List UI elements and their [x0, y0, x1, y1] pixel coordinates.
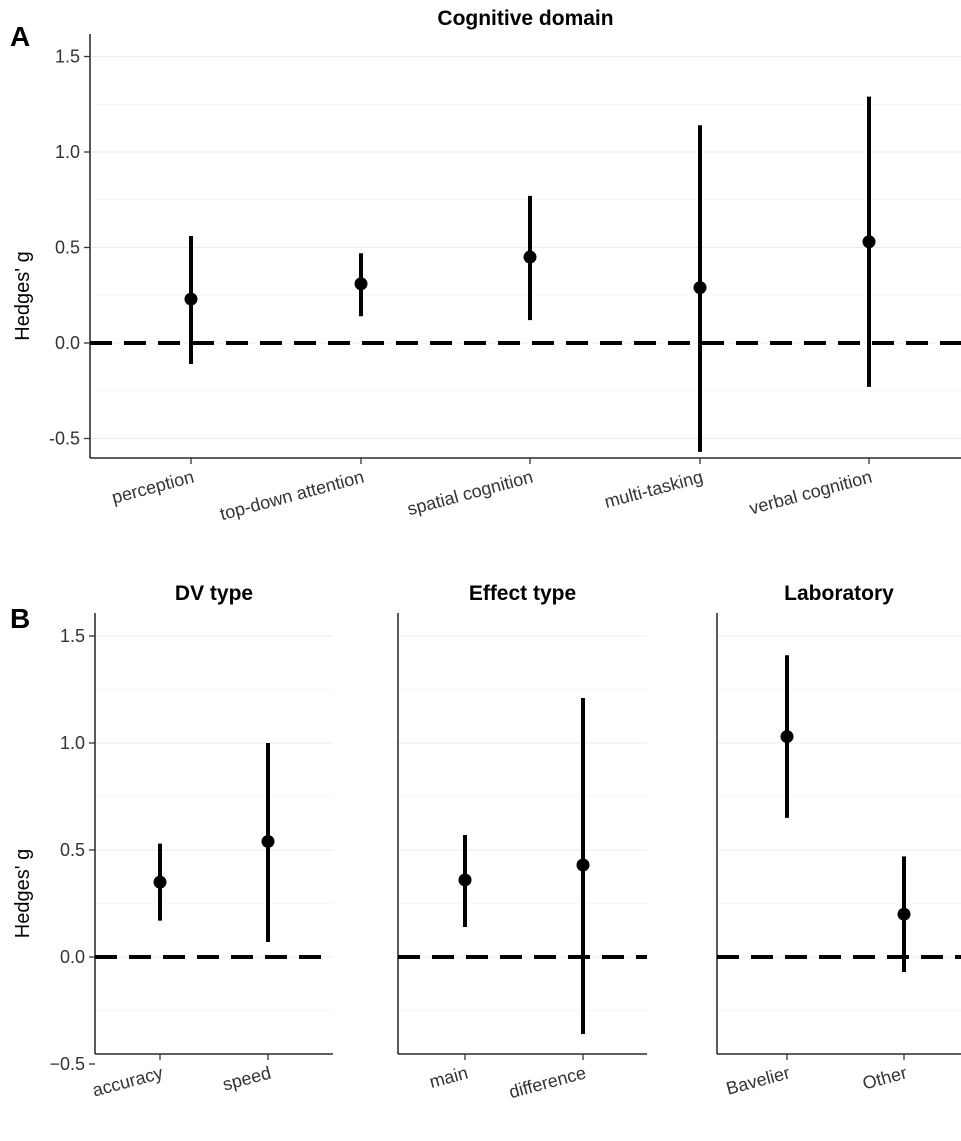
x-tick-label: multi-tasking	[602, 467, 705, 512]
point-speed	[261, 834, 275, 848]
panel-title-cognitive-domain: Cognitive domain	[437, 7, 613, 30]
gridlines	[90, 56, 961, 439]
x-tick-label: accuracy	[90, 1063, 165, 1101]
x-tick-label: Bavelier	[724, 1063, 792, 1099]
point-other	[897, 907, 911, 921]
y-tick-label: −0.5	[49, 1054, 85, 1074]
y-tick-label: 1.0	[55, 142, 80, 162]
panel-label-a: A	[10, 21, 30, 52]
point-difference	[576, 858, 590, 872]
point-top-down-attention	[354, 277, 368, 291]
y-tick-label: 1.5	[55, 47, 80, 67]
x-tick-label: spatial cognition	[405, 467, 535, 520]
gridlines	[717, 635, 961, 1011]
x-tick-label: speed	[220, 1063, 273, 1095]
y-tick-label: 0.0	[60, 947, 85, 967]
y-tick-label: 1.0	[60, 733, 85, 753]
x-tick-label: main	[427, 1063, 470, 1092]
x-tick-label: perception	[110, 467, 196, 508]
y-tick-label: 1.5	[60, 626, 85, 646]
gridlines	[398, 635, 647, 1011]
y-axis-title: Hedges' g	[12, 849, 34, 938]
point-perception	[184, 292, 198, 306]
x-tick-label: top-down attention	[218, 467, 366, 525]
panel-title-dv-type: DV type	[175, 582, 253, 605]
point-spatial-cognition	[523, 250, 537, 264]
plots: Cognitive domain -0.5 0.0 0.5 1.0 1.5 Hedges' …	[12, 7, 961, 1102]
panel-label-b: B	[10, 603, 30, 634]
point-multi-tasking	[693, 281, 707, 295]
x-tick-label: verbal cognition	[747, 467, 874, 519]
y-tick-label: -0.5	[49, 429, 80, 449]
y-axis-title: Hedges' g	[12, 251, 34, 340]
panel-title-laboratory: Laboratory	[784, 582, 894, 605]
gridlines	[95, 635, 333, 1011]
point-main	[458, 873, 472, 887]
point-verbal-cognition	[862, 235, 876, 249]
chart-effect-type: Effect type main difference	[397, 582, 647, 1103]
chart-laboratory: Laboratory Bavelier Other	[716, 582, 961, 1099]
x-tick-label: Other	[860, 1063, 909, 1094]
panel-title-effect-type: Effect type	[469, 582, 576, 605]
x-tick-label: difference	[507, 1063, 588, 1103]
chart-cognitive-domain: Cognitive domain -0.5 0.0 0.5 1.0 1.5 Hedges' …	[12, 7, 961, 524]
y-tick-label: 0.0	[55, 333, 80, 353]
y-tick-label: 0.5	[60, 840, 85, 860]
point-bavelier	[780, 730, 794, 744]
y-tick-label: 0.5	[55, 238, 80, 258]
chart-dv-type: DV type −0.5 0.0 0.5 1.0 1.5 Hedges' g accuracy…	[12, 582, 333, 1101]
point-accuracy	[153, 875, 167, 889]
